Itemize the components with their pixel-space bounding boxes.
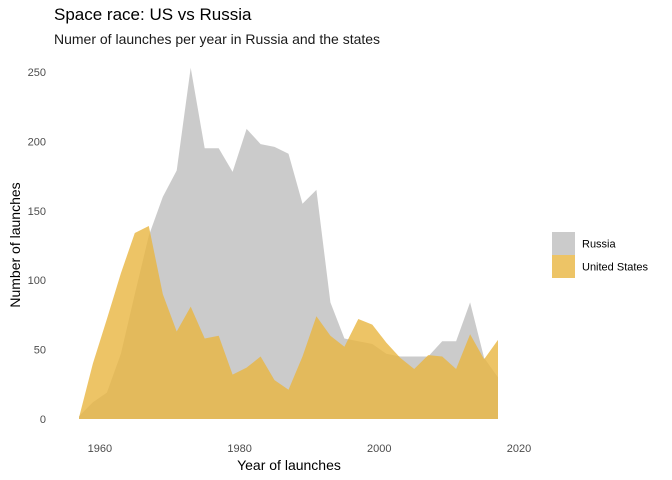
x-tick-label: 2000 [367,443,391,455]
y-tick-label: 100 [28,275,46,287]
x-axis-title: Year of launches [237,457,341,473]
x-tick-label: 2020 [507,443,531,455]
area-united-states [79,226,498,419]
y-tick-label: 250 [28,67,46,79]
legend: Russia United States [552,232,649,278]
legend-key-united-states [552,255,575,278]
chart-title: Space race: US vs Russia [54,5,252,24]
y-axis-ticks: 0 50 100 150 200 250 [28,67,46,426]
legend-label-russia: Russia [582,239,617,251]
x-tick-label: 1980 [227,443,251,455]
y-tick-label: 50 [34,345,46,357]
y-tick-label: 200 [28,136,46,148]
plot-areas [79,67,498,420]
legend-key-russia [552,232,575,255]
x-tick-label: 1960 [88,443,112,455]
x-axis-ticks: 1960 1980 2000 2020 [88,443,532,455]
y-axis-title: Number of launches [7,182,23,307]
y-tick-label: 0 [40,414,46,426]
legend-label-united-states: United States [582,262,649,274]
y-tick-label: 150 [28,206,46,218]
chart-subtitle: Numer of launches per year in Russia and… [54,31,381,47]
